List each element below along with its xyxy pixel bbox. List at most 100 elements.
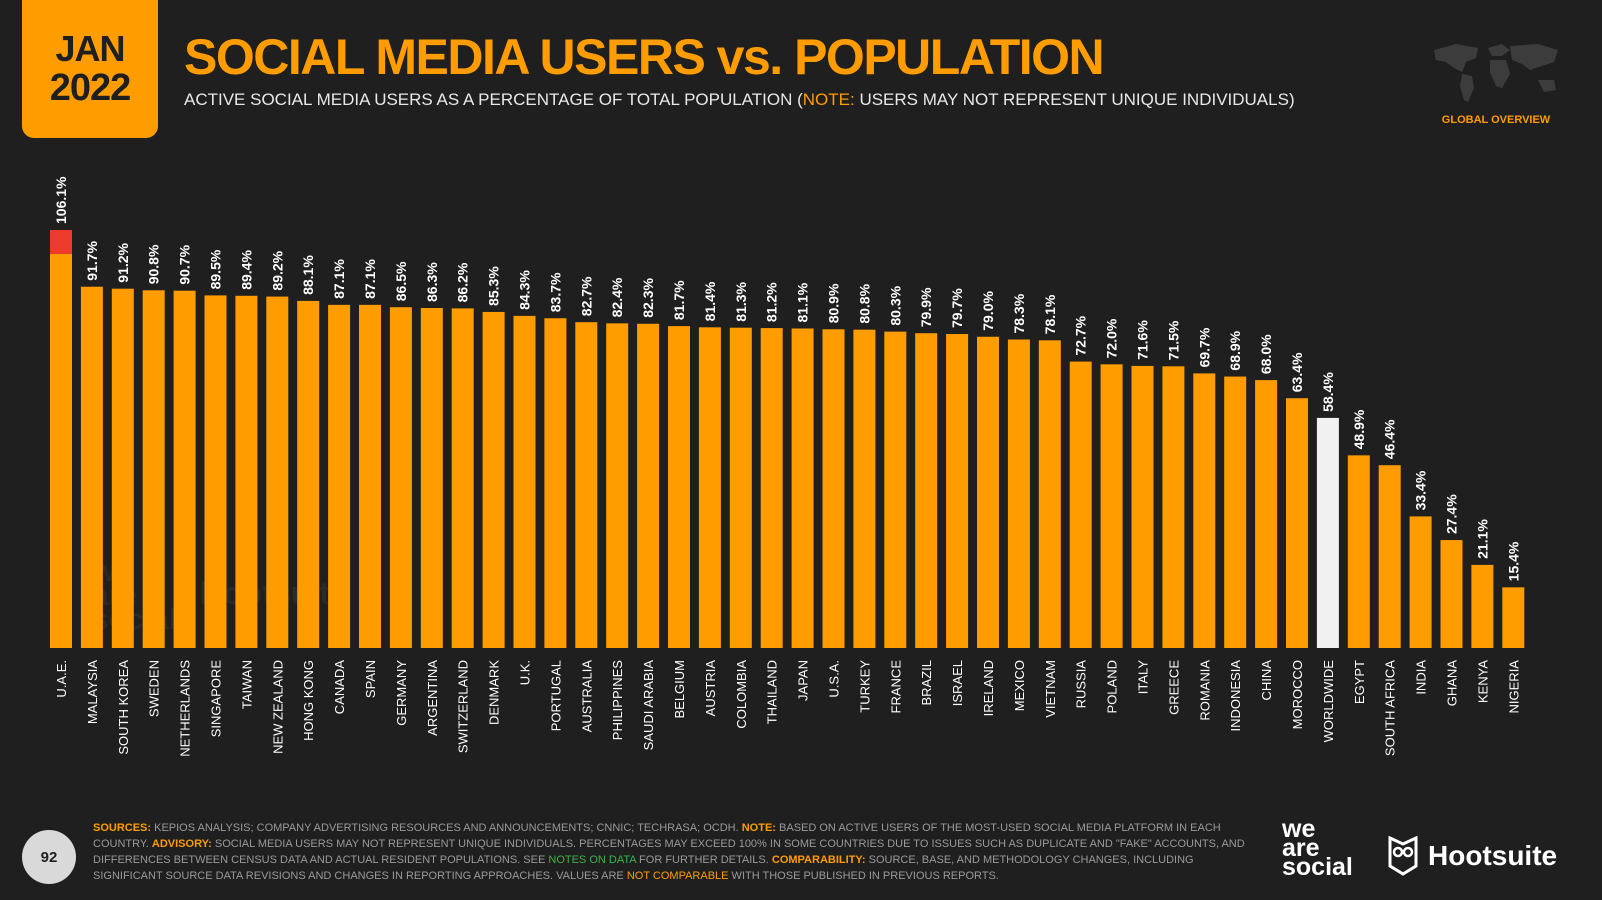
bar-egypt <box>1347 455 1370 648</box>
bar-hong-kong <box>297 300 320 648</box>
bar-spain <box>359 304 381 648</box>
category-label: ITALY <box>1136 660 1151 695</box>
bar-poland <box>1100 364 1123 648</box>
category-label: JAPAN <box>796 660 811 701</box>
value-label: 86.2% <box>455 262 471 302</box>
category-label: U.A.E. <box>54 660 69 698</box>
value-label: 58.4% <box>1320 372 1336 412</box>
category-label: COLOMBIA <box>734 660 749 729</box>
bar-saudi-arabia <box>637 323 660 648</box>
bar-russia <box>1069 361 1092 648</box>
bar-netherlands <box>173 290 196 648</box>
value-label: 78.3% <box>1011 293 1027 333</box>
value-label: 79.7% <box>949 288 965 328</box>
value-label: 46.4% <box>1382 419 1398 459</box>
bar-taiwan <box>235 295 258 648</box>
bar-japan <box>791 328 814 648</box>
value-label: 72.0% <box>1104 318 1120 358</box>
category-label: DENMARK <box>487 660 502 725</box>
category-label: BELGIUM <box>672 660 687 719</box>
bar-kenya <box>1471 564 1494 648</box>
bar-malaysia <box>80 286 103 648</box>
bar-switzerland <box>451 308 474 648</box>
category-label: AUSTRIA <box>703 660 718 717</box>
further-details-text: FOR FURTHER DETAILS. <box>635 854 772 866</box>
comparability-text: SOURCE, BASE, AND METHODOLOGY CHANGES, I… <box>93 854 1194 882</box>
value-label: 91.2% <box>115 242 131 282</box>
value-label: 81.7% <box>671 280 687 320</box>
bar-sweden <box>142 290 165 648</box>
advisory-label: ADVISORY: <box>151 838 212 850</box>
bar-vietnam <box>1038 340 1061 648</box>
subtitle-text-end: USERS MAY NOT REPRESENT UNIQUE INDIVIDUA… <box>854 90 1295 109</box>
category-label: CANADA <box>332 660 347 715</box>
category-label: NEW ZEALAND <box>270 660 285 754</box>
category-label: NETHERLANDS <box>178 660 193 757</box>
bar-ghana <box>1440 540 1463 648</box>
sources-label: SOURCES: <box>93 822 152 834</box>
value-label: 86.3% <box>424 262 440 302</box>
bar-germany <box>389 307 412 648</box>
bar-south-africa <box>1378 465 1401 648</box>
category-label: WORLDWIDE <box>1321 660 1336 743</box>
value-label: 90.8% <box>146 244 162 284</box>
category-label: GREECE <box>1166 660 1181 715</box>
bar-brazil <box>915 333 938 648</box>
bar-china <box>1255 380 1278 648</box>
value-label: 81.2% <box>764 282 780 322</box>
hootsuite-wordmark: Hootsuite <box>1428 840 1558 871</box>
category-label: FRANCE <box>888 660 903 714</box>
value-label: 79.9% <box>918 287 934 327</box>
footnote: SOURCES: KEPIOS ANALYSIS; COMPANY ADVERT… <box>93 820 1253 884</box>
note-label: NOTE: <box>741 822 776 834</box>
value-label: 84.3% <box>517 270 533 310</box>
page-title: SOCIAL MEDIA USERS vs. POPULATION <box>184 29 1105 85</box>
category-label: SWITZERLAND <box>456 660 471 753</box>
category-label: GHANA <box>1445 660 1460 707</box>
category-label: SAUDI ARABIA <box>641 660 656 751</box>
category-label: U.S.A. <box>827 660 842 698</box>
bar-ireland <box>977 336 999 648</box>
bar-south-korea <box>111 288 134 648</box>
bar-mexico <box>1007 339 1030 648</box>
previous-reports-text: WITH THOSE PUBLISHED IN PREVIOUS REPORTS… <box>728 870 999 882</box>
bar-new-zealand <box>266 296 289 648</box>
bar-worldwide <box>1316 417 1339 648</box>
category-label: EGYPT <box>1352 660 1367 704</box>
category-label: ARGENTINA <box>425 660 440 736</box>
bar-nigeria <box>1502 587 1525 648</box>
badge-year: 2022 <box>49 67 132 109</box>
category-label: AUSTRALIA <box>579 660 594 733</box>
date-badge: JAN 2022 <box>22 0 158 138</box>
category-label: VIETNAM <box>1043 660 1058 718</box>
category-label: BRAZIL <box>919 660 934 706</box>
category-label: SOUTH AFRICA <box>1383 660 1398 756</box>
bar-israel <box>946 334 969 648</box>
bar-france <box>884 331 907 648</box>
value-label: 86.5% <box>393 261 409 301</box>
advisory-text: SOCIAL MEDIA USERS MAY NOT REPRESENT UNI… <box>93 838 1245 866</box>
value-label: 80.3% <box>887 285 903 325</box>
category-label: SWEDEN <box>147 660 162 717</box>
value-label: 91.7% <box>84 240 100 280</box>
category-label: PORTUGAL <box>548 660 563 731</box>
hootsuite-logo: Hootsuite <box>1386 836 1557 876</box>
category-label: U.K. <box>518 660 533 685</box>
value-label: 68.9% <box>1227 330 1243 370</box>
owl-icon <box>1388 836 1418 876</box>
was-line-1: we <box>1282 815 1316 843</box>
value-label: 15.4% <box>1505 541 1521 581</box>
category-label: IRELAND <box>981 660 996 716</box>
notes-on-data-link[interactable]: NOTES ON DATA <box>548 854 636 866</box>
value-label: 87.1% <box>331 259 347 299</box>
page-number: 92 <box>22 830 76 884</box>
category-label: THAILAND <box>765 660 780 724</box>
value-label: 82.4% <box>609 277 625 317</box>
bar-portugal <box>544 318 567 648</box>
value-label: 33.4% <box>1413 470 1429 510</box>
value-label: 89.5% <box>208 249 224 289</box>
value-label: 71.5% <box>1165 320 1181 360</box>
bar-u-s-a- <box>822 329 845 648</box>
category-label: SINGAPORE <box>209 660 224 738</box>
value-label: 80.9% <box>826 283 842 323</box>
